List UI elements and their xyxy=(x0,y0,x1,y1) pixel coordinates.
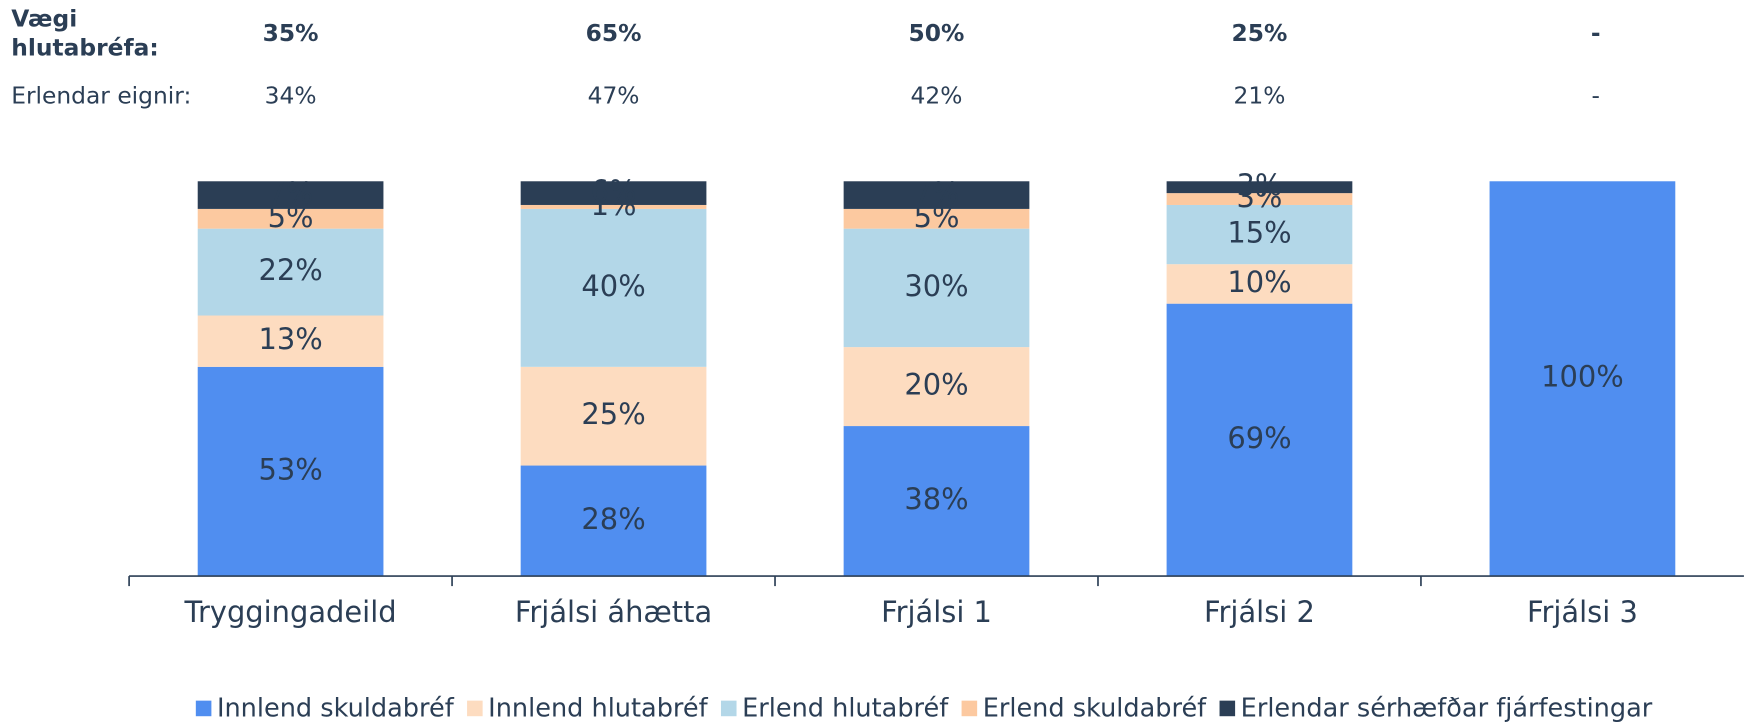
bar-segment xyxy=(197,181,384,209)
data-label: 15% xyxy=(1227,216,1291,250)
bar-segment xyxy=(1166,204,1353,265)
bar-segment xyxy=(843,228,1030,348)
bar-segment xyxy=(1166,181,1353,194)
header-label: Erlendar eignir: xyxy=(11,81,191,109)
bar-segment xyxy=(843,426,1030,577)
x-tick-label: Frjálsi 3 xyxy=(1527,595,1638,629)
data-label: 69% xyxy=(1227,421,1291,455)
data-label: 30% xyxy=(904,269,968,303)
data-label: 7% xyxy=(914,176,960,210)
data-label: 3% xyxy=(1237,168,1283,202)
bar-segment xyxy=(843,208,1030,229)
header-value: 34% xyxy=(265,81,317,109)
header-value: 35% xyxy=(263,19,319,47)
bar-segment xyxy=(843,347,1030,427)
data-label: 6% xyxy=(591,174,637,208)
data-label: 38% xyxy=(904,482,968,516)
data-label: 28% xyxy=(581,502,645,536)
bar-segment xyxy=(520,366,707,466)
x-tick-label: Frjálsi 1 xyxy=(881,595,992,629)
legend-swatch xyxy=(195,700,212,717)
data-label: 7% xyxy=(268,176,314,210)
bar-segment xyxy=(843,181,1030,209)
bar-segment xyxy=(197,208,384,229)
header-value: 65% xyxy=(586,19,642,47)
header-value: - xyxy=(1591,19,1601,47)
bar-segment xyxy=(520,465,707,577)
legend-label: Erlend hlutabréf xyxy=(742,694,949,724)
bar-segment xyxy=(1489,181,1676,577)
legend-label: Erlend skuldabréf xyxy=(983,694,1207,724)
bar-segment xyxy=(1166,303,1353,577)
header-value: 25% xyxy=(1232,19,1288,47)
header-label: Vægi hlutabréfa: xyxy=(11,5,159,62)
x-tick-label: Frjálsi 2 xyxy=(1204,595,1315,629)
bar-segment xyxy=(520,208,707,367)
header-label-box: Vægi hlutabréfa: xyxy=(11,5,159,62)
data-label: 100% xyxy=(1541,360,1624,394)
header-value: 47% xyxy=(588,81,640,109)
legend: Innlend skuldabréf Innlend hlutabréf Erlen… xyxy=(195,694,1653,724)
legend-swatch xyxy=(961,700,978,717)
legend-label: Innlend skuldabréf xyxy=(217,694,455,724)
legend-swatch xyxy=(467,700,483,717)
header-value: 50% xyxy=(909,19,965,47)
bar-segment xyxy=(520,181,707,205)
bar-segment xyxy=(197,366,384,577)
data-label: 13% xyxy=(258,322,322,356)
data-label: 25% xyxy=(581,397,645,431)
legend-swatch xyxy=(1219,700,1236,717)
header-value: 21% xyxy=(1234,81,1286,109)
x-tick-label: Tryggingadeild xyxy=(184,595,397,629)
legend-swatch xyxy=(720,700,737,717)
data-label: 10% xyxy=(1227,265,1291,299)
bar-segment xyxy=(1166,264,1353,304)
bar-segment xyxy=(520,204,707,209)
header-value: - xyxy=(1592,81,1600,109)
bar-segment xyxy=(197,315,384,367)
bar-segment xyxy=(197,228,384,316)
x-tick-label: Frjálsi áhætta xyxy=(515,595,712,629)
data-label: 53% xyxy=(258,452,322,486)
data-label: 40% xyxy=(581,269,645,303)
data-label: 22% xyxy=(258,253,322,287)
data-label: 20% xyxy=(904,368,968,402)
legend-label: Erlendar sérhæfðar fjárfestingar xyxy=(1241,694,1653,724)
legend-label: Innlend hlutabréf xyxy=(488,694,708,724)
header-value: 42% xyxy=(911,81,963,109)
bar-segment xyxy=(1166,193,1353,205)
